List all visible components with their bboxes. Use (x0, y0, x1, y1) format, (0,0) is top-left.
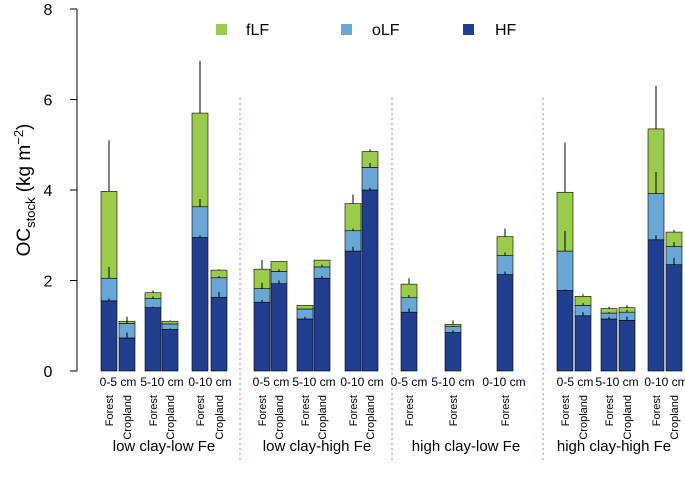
depth-label: 5-10 cm (431, 375, 474, 389)
depth-label: 5-10 cm (595, 375, 638, 389)
land-use-label: Forest (195, 395, 207, 426)
land-use-label: Forest (300, 395, 312, 426)
depth-label: 0-5 cm (253, 375, 290, 389)
land-use-label: Forest (604, 395, 616, 426)
bar-segment-hf (344, 250, 362, 372)
land-use-label: Cropland (274, 395, 286, 440)
bar-segment-hf (665, 264, 683, 372)
bar-segment-olf (647, 193, 665, 241)
bar-segment-olf (191, 206, 209, 238)
bar-segment-hf (400, 311, 418, 372)
legend-swatch-hf (463, 24, 474, 35)
legend: fLF oLF HF (216, 22, 517, 39)
land-use-label: Cropland (122, 395, 134, 440)
depth-label: 5-10 cm (292, 375, 335, 389)
y-axis-title-unit-prefix: (kg m (14, 145, 35, 198)
land-use-label: Forest (257, 395, 269, 426)
bar-segment-olf (361, 167, 379, 191)
bar-segment-hf (161, 329, 179, 372)
bars-layer (100, 61, 683, 372)
bar-segment-hf (100, 300, 118, 372)
bar-segment-flf (191, 112, 209, 208)
bar-segment-hf (253, 301, 271, 372)
bar-segment-hf (144, 307, 162, 372)
bar-segment-hf (647, 239, 665, 372)
bar-segment-olf (556, 250, 574, 291)
land-use-label: Cropland (365, 395, 377, 440)
depth-label: 0-5 cm (391, 375, 428, 389)
legend-label-flf: fLF (246, 22, 269, 39)
y-tick-label: 6 (44, 93, 53, 110)
bar-segment-hf (556, 290, 574, 372)
land-use-label: Forest (404, 395, 416, 426)
legend-label-olf: oLF (372, 22, 400, 39)
land-use-label: Cropland (214, 395, 226, 440)
land-use-label: Forest (104, 395, 116, 426)
bar-segment-hf (270, 283, 288, 372)
land-use-label: Cropland (578, 395, 590, 440)
bar-segment-olf (144, 298, 162, 308)
y-axis-title: OCstock (kg m−2) (11, 124, 38, 257)
depth-label: 0-10 cm (644, 375, 685, 389)
land-use-label: Forest (348, 395, 360, 426)
y-tick-label: 8 (44, 2, 53, 19)
bar-segment-hf (444, 332, 462, 372)
bar-segment-hf (210, 296, 228, 372)
land-use-label: Forest (448, 395, 460, 426)
land-use-label: Forest (148, 395, 160, 426)
depth-label: 5-10 cm (140, 375, 183, 389)
axis-layer: 0 2 4 6 8 (44, 2, 544, 462)
land-use-label: Cropland (622, 395, 634, 440)
legend-swatch-flf (216, 24, 227, 35)
bar-segment-olf (100, 277, 118, 302)
labels-layer: Forest Cropland Forest Cropland Forest Cropla… (100, 375, 685, 455)
y-axis-title-unit-exponent: −2 (11, 130, 26, 145)
depth-label: 0-10 cm (482, 375, 525, 389)
land-use-label: Forest (500, 395, 512, 426)
bar-segment-hf (496, 274, 514, 372)
bar-segment-hf (313, 277, 331, 372)
depth-label: 0-10 cm (340, 375, 383, 389)
y-axis-title-unit-suffix: ) (14, 124, 35, 130)
y-axis-title-main: OC (14, 228, 35, 257)
land-use-label: Cropland (317, 395, 329, 440)
land-use-label: Forest (651, 395, 663, 426)
bar-segment-flf (344, 203, 362, 232)
depth-label: 0-5 cm (100, 375, 137, 389)
bar-segment-hf (618, 320, 636, 372)
bar-segment-flf (100, 191, 118, 279)
y-tick-label: 2 (44, 274, 53, 291)
bar-segment-hf (296, 318, 314, 372)
bar-segment-hf (574, 315, 592, 372)
group-label: high clay-high Fe (557, 438, 671, 455)
legend-label-hf: HF (495, 22, 517, 39)
bar-segment-hf (600, 318, 618, 372)
land-use-label: Cropland (669, 395, 681, 440)
y-tick-label: 0 (44, 364, 53, 381)
bar-segment-hf (118, 337, 136, 372)
depth-label: 0-10 cm (188, 375, 231, 389)
land-use-label: Cropland (165, 395, 177, 440)
bar-segment-flf (296, 305, 314, 310)
legend-swatch-olf (341, 24, 352, 35)
land-use-label: Forest (560, 395, 572, 426)
bar-segment-hf (361, 189, 379, 372)
depth-label: 0-5 cm (557, 375, 594, 389)
bar-segment-flf (313, 259, 331, 268)
group-label: high clay-low Fe (412, 438, 520, 455)
bar-segment-hf (191, 237, 209, 372)
y-axis-title-subscript: stock (23, 197, 38, 228)
group-label: low clay-low Fe (113, 438, 216, 455)
group-label: low clay-high Fe (263, 438, 371, 455)
y-tick-label: 4 (44, 183, 53, 200)
